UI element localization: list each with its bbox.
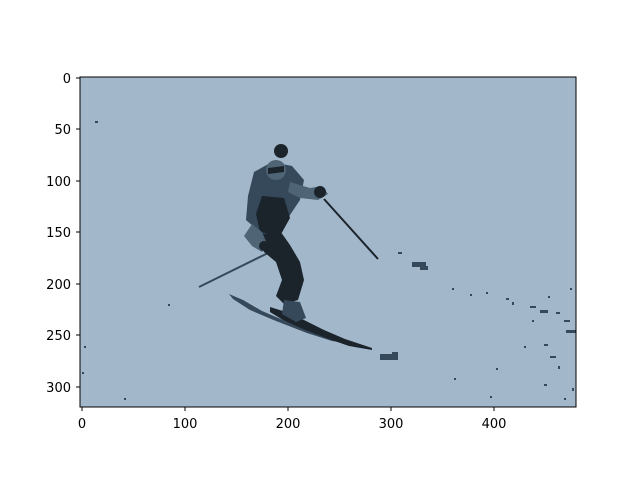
x-tick-label: 300: [379, 417, 404, 432]
skier-lower-leg: [282, 300, 306, 322]
skier-left-glove: [259, 241, 269, 251]
y-axis: 0 50 100 150 200 250 300: [46, 72, 80, 396]
y-tick-label: 50: [54, 123, 71, 138]
y-tick-label: 0: [63, 72, 71, 87]
image-area: [79, 76, 577, 408]
left-pole: [198, 252, 269, 288]
y-tick-label: 150: [46, 226, 71, 241]
skier-goggles: [268, 166, 284, 174]
y-tick-label: 250: [46, 329, 71, 344]
y-tick-label: 200: [46, 278, 71, 293]
axes-frame: [79, 76, 577, 408]
x-tick-label: 400: [482, 417, 507, 432]
x-axis: 0 100 200 300 400: [78, 407, 507, 432]
skier-jacket-shadow: [256, 196, 290, 236]
y-tick-label: 300: [46, 381, 71, 396]
skier-icon: [82, 121, 576, 400]
skier-right-glove: [314, 186, 326, 198]
x-tick-label: 100: [173, 417, 198, 432]
y-tick-label: 100: [46, 175, 71, 190]
x-tick-label: 200: [276, 417, 301, 432]
x-tick-label: 0: [78, 417, 86, 432]
right-pole: [323, 198, 379, 260]
snow-background: [80, 77, 576, 407]
snow-spray: [82, 121, 576, 400]
skier-hat: [274, 144, 288, 158]
